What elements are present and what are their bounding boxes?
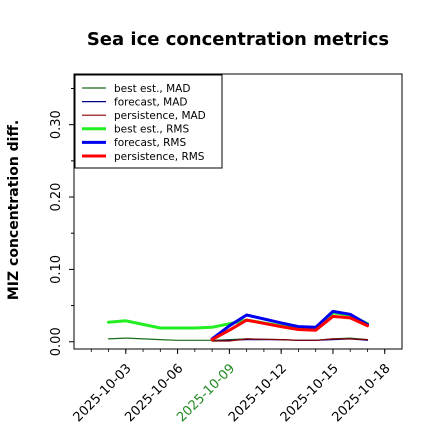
y-axis-label: MIZ concentration diff. (6, 120, 22, 300)
series-line-4 (210, 309, 369, 341)
series-line-2 (211, 338, 369, 342)
legend-entry-4: forecast, RMS (114, 137, 186, 149)
legend-entry-2: persistence, MAD (114, 110, 206, 122)
plot-frame (73, 73, 403, 350)
legend-box (74, 74, 223, 169)
chart-title: Sea ice concentration metrics (87, 29, 389, 50)
legend-entry-3: best est., RMS (114, 124, 189, 136)
legend-entry-0: best est., MAD (114, 83, 190, 95)
y-tick-label: 0.00 (49, 327, 64, 356)
series-line-5 (210, 314, 369, 342)
legend-entry-5: persistence, RMS (114, 151, 205, 163)
legend-entry-1: forecast, MAD (114, 96, 187, 108)
y-tick-label: 0.30 (49, 110, 64, 139)
y-tick-label: 0.10 (49, 255, 64, 284)
y-tick-label: 0.20 (49, 183, 64, 212)
plot-area (107, 309, 369, 342)
